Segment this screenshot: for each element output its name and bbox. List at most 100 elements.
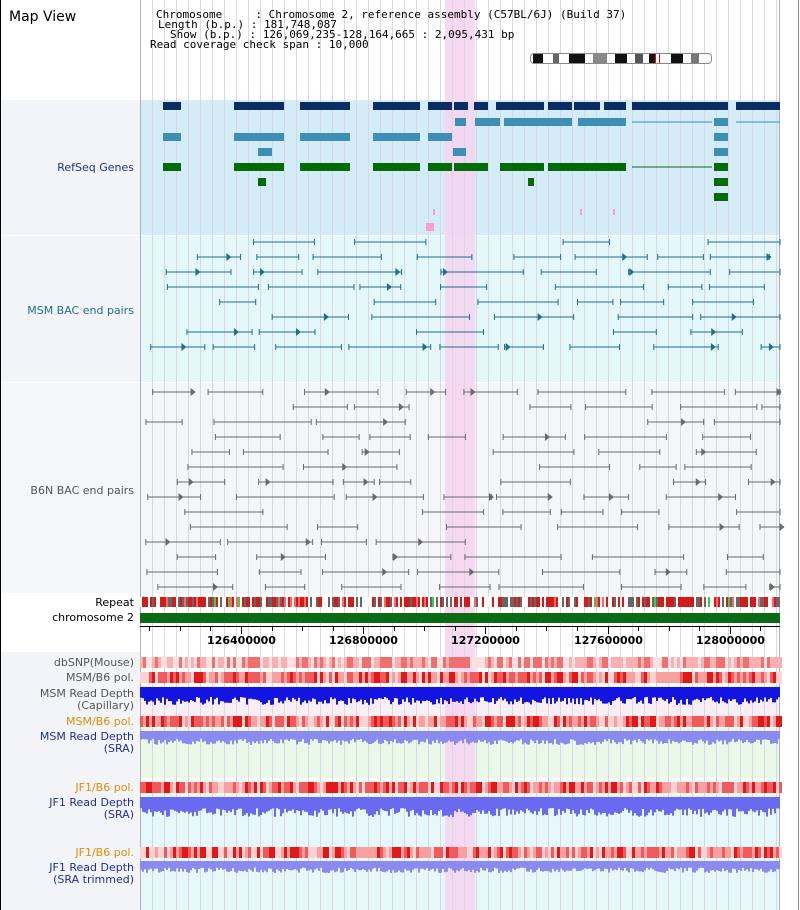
track-label-chromosome[interactable]: chromosome 2 [52, 611, 134, 624]
dbsnp-bin [770, 657, 773, 668]
repeat-segment [250, 597, 252, 607]
jf1-read-depth-trimmed-bin [438, 861, 440, 873]
msm-read-depth-capillary-bin [742, 687, 744, 703]
jf1-b6-pol-trimmed-bin [509, 847, 512, 858]
msm-b6-pol-bin [743, 672, 746, 683]
jf1-read-depth-sra-bin [202, 797, 204, 809]
msm-read-depth-capillary-bin [304, 687, 306, 701]
repeat-segment [310, 597, 312, 607]
repeat-segment [692, 597, 694, 607]
msm-b6-pol-sra-bin [680, 716, 683, 727]
msm-b6-pol-bin [746, 672, 749, 683]
repeat-segment [554, 597, 556, 607]
jf1-read-depth-trimmed-bin [374, 861, 376, 868]
repeat-segment [232, 597, 234, 607]
msm-read-depth-sra-bin [386, 731, 388, 742]
jf1-b6-pol-bin [170, 782, 173, 793]
chromosome-ideogram[interactable] [530, 53, 712, 64]
dbsnp-bin [755, 657, 758, 668]
jf1-b6-pol-bin [686, 782, 689, 793]
msm-b6-pol-sra-bin [599, 716, 602, 727]
repeat-segment [414, 597, 416, 607]
repeat-segment [422, 597, 424, 607]
track-label-repeat[interactable]: Repeat [95, 596, 134, 609]
jf1-read-depth-sra-bin [394, 797, 396, 814]
jf1-read-depth-trimmed-bin [404, 861, 406, 869]
jf1-b6-pol-trimmed-bin [227, 847, 230, 858]
track-label-dbsnp[interactable]: dbSNP(Mouse) [53, 656, 134, 669]
msm-b6-pol-bin [665, 672, 668, 683]
msm-read-depth-capillary-bin [212, 687, 214, 705]
jf1-read-depth-sra-bin [766, 797, 768, 817]
ideogram-band [671, 54, 683, 63]
repeat-segment [348, 597, 350, 607]
repeat-segment [588, 597, 590, 607]
jf1-read-depth-trimmed-bin [372, 861, 374, 869]
msm-read-depth-capillary-bin [420, 687, 422, 704]
repeat-segment [386, 597, 388, 607]
track-label-msm-read-depth-capillary[interactable]: MSM Read Depth (Capillary) [39, 687, 134, 712]
jf1-read-depth-trimmed-bin [624, 861, 626, 868]
jf1-b6-pol-bin [452, 782, 455, 793]
msm-b6-pol-bin [539, 672, 542, 683]
jf1-read-depth-sra-bin [350, 797, 352, 812]
msm-b6-pol-bin [629, 672, 632, 683]
msm-b6-pol-bin [164, 672, 167, 683]
msm-b6-pol-bin [317, 672, 320, 683]
track-label-refseq-genes[interactable]: RefSeq Genes [57, 161, 134, 174]
jf1-b6-pol-bin [140, 782, 143, 793]
msm-read-depth-capillary-bin [148, 687, 150, 702]
jf1-b6-pol-bin [599, 782, 602, 793]
track-label-msm-b6-pol[interactable]: MSM/B6 pol. [66, 671, 134, 684]
jf1-read-depth-sra-bin [142, 797, 144, 812]
jf1-read-depth-sra-bin [756, 797, 758, 811]
msm-b6-pol-sra-bin [260, 716, 263, 727]
jf1-read-depth-sra-bin [740, 797, 742, 812]
repeat-segment [294, 597, 296, 607]
msm-read-depth-sra-bin [274, 731, 276, 743]
msm-b6-pol-bin [725, 672, 728, 683]
repeat-segment [416, 597, 418, 607]
track-label-jf1-b6-pol[interactable]: JF1/B6 pol. [75, 781, 134, 794]
jf1-b6-pol-bin [263, 782, 266, 793]
msm-b6-pol-bin [368, 672, 371, 683]
jf1-read-depth-sra-bin [284, 797, 286, 809]
msm-b6-pol-bin [701, 672, 704, 683]
jf1-read-depth-sra-bin [454, 797, 456, 811]
jf1-b6-pol-bin [590, 782, 593, 793]
refseq-marker [433, 209, 435, 215]
msm-read-depth-sra-bin [524, 731, 526, 743]
track-label-msm-bac[interactable]: MSM BAC end pairs [27, 304, 134, 317]
msm-bac-strand-arrow [259, 268, 265, 276]
track-label-jf1-b6-pol-trimmed[interactable]: JF1/B6 pol. [75, 846, 134, 859]
dbsnp-bin [383, 657, 386, 668]
msm-b6-pol-bin [146, 672, 149, 683]
msm-b6-pol-sra-bin [218, 716, 221, 727]
jf1-b6-pol-trimmed-bin [281, 847, 284, 858]
jf1-read-depth-sra-bin [184, 797, 186, 813]
track-label-b6n-bac[interactable]: B6N BAC end pairs [30, 484, 134, 497]
msm-read-depth-capillary-bin [478, 687, 480, 703]
dbsnp-bin [536, 657, 539, 668]
dbsnp-bin [308, 657, 311, 668]
msm-read-depth-capillary-bin [442, 687, 444, 705]
track-label-jf1-read-depth-trimmed[interactable]: JF1 Read Depth (SRA trimmed) [49, 861, 134, 886]
jf1-b6-pol-trimmed-bin [725, 847, 728, 858]
track-label-msm-read-depth-sra[interactable]: MSM Read Depth (SRA) [39, 730, 134, 755]
msm-b6-pol-sra-bin [701, 716, 704, 727]
msm-b6-pol-bin [422, 672, 425, 683]
jf1-b6-pol-trimmed-bin [575, 847, 578, 858]
track-label-jf1-read-depth-sra[interactable]: JF1 Read Depth (SRA) [49, 796, 134, 821]
dbsnp-bin [473, 657, 476, 668]
msm-read-depth-capillary-bin [490, 687, 492, 703]
dbsnp-bin [476, 657, 479, 668]
jf1-read-depth-sra-bin [426, 797, 428, 816]
jf1-read-depth-sra-bin [658, 797, 660, 812]
repeat-segment [542, 597, 544, 607]
track-label-msm-b6-pol-sra[interactable]: MSM/B6 pol. [66, 715, 134, 728]
dbsnp-bin [716, 657, 719, 668]
dbsnp-bin [560, 657, 563, 668]
msm-read-depth-capillary-bin [176, 687, 178, 702]
jf1-b6-pol-bin [404, 782, 407, 793]
repeat-segment [342, 597, 344, 607]
